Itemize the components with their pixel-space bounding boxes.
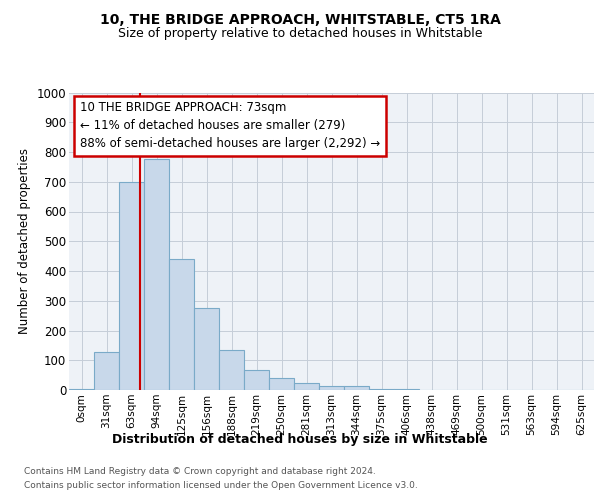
Text: Contains HM Land Registry data © Crown copyright and database right 2024.: Contains HM Land Registry data © Crown c… bbox=[24, 468, 376, 476]
Bar bbox=[344, 386, 369, 390]
Y-axis label: Number of detached properties: Number of detached properties bbox=[18, 148, 31, 334]
Text: Distribution of detached houses by size in Whitstable: Distribution of detached houses by size … bbox=[112, 432, 488, 446]
Bar bbox=[219, 350, 244, 390]
Text: Contains public sector information licensed under the Open Government Licence v3: Contains public sector information licen… bbox=[24, 481, 418, 490]
Bar bbox=[369, 388, 394, 390]
Text: Size of property relative to detached houses in Whitstable: Size of property relative to detached ho… bbox=[118, 28, 482, 40]
Bar bbox=[119, 182, 144, 390]
Bar bbox=[294, 382, 319, 390]
Text: 10, THE BRIDGE APPROACH, WHITSTABLE, CT5 1RA: 10, THE BRIDGE APPROACH, WHITSTABLE, CT5… bbox=[100, 12, 500, 26]
Bar bbox=[94, 352, 119, 390]
Bar bbox=[394, 388, 419, 390]
Bar bbox=[169, 259, 194, 390]
Bar bbox=[319, 386, 344, 390]
Bar bbox=[244, 370, 269, 390]
Bar bbox=[69, 388, 94, 390]
Bar bbox=[269, 378, 294, 390]
Text: 10 THE BRIDGE APPROACH: 73sqm
← 11% of detached houses are smaller (279)
88% of : 10 THE BRIDGE APPROACH: 73sqm ← 11% of d… bbox=[79, 102, 380, 150]
Bar bbox=[194, 308, 219, 390]
Bar bbox=[144, 160, 169, 390]
